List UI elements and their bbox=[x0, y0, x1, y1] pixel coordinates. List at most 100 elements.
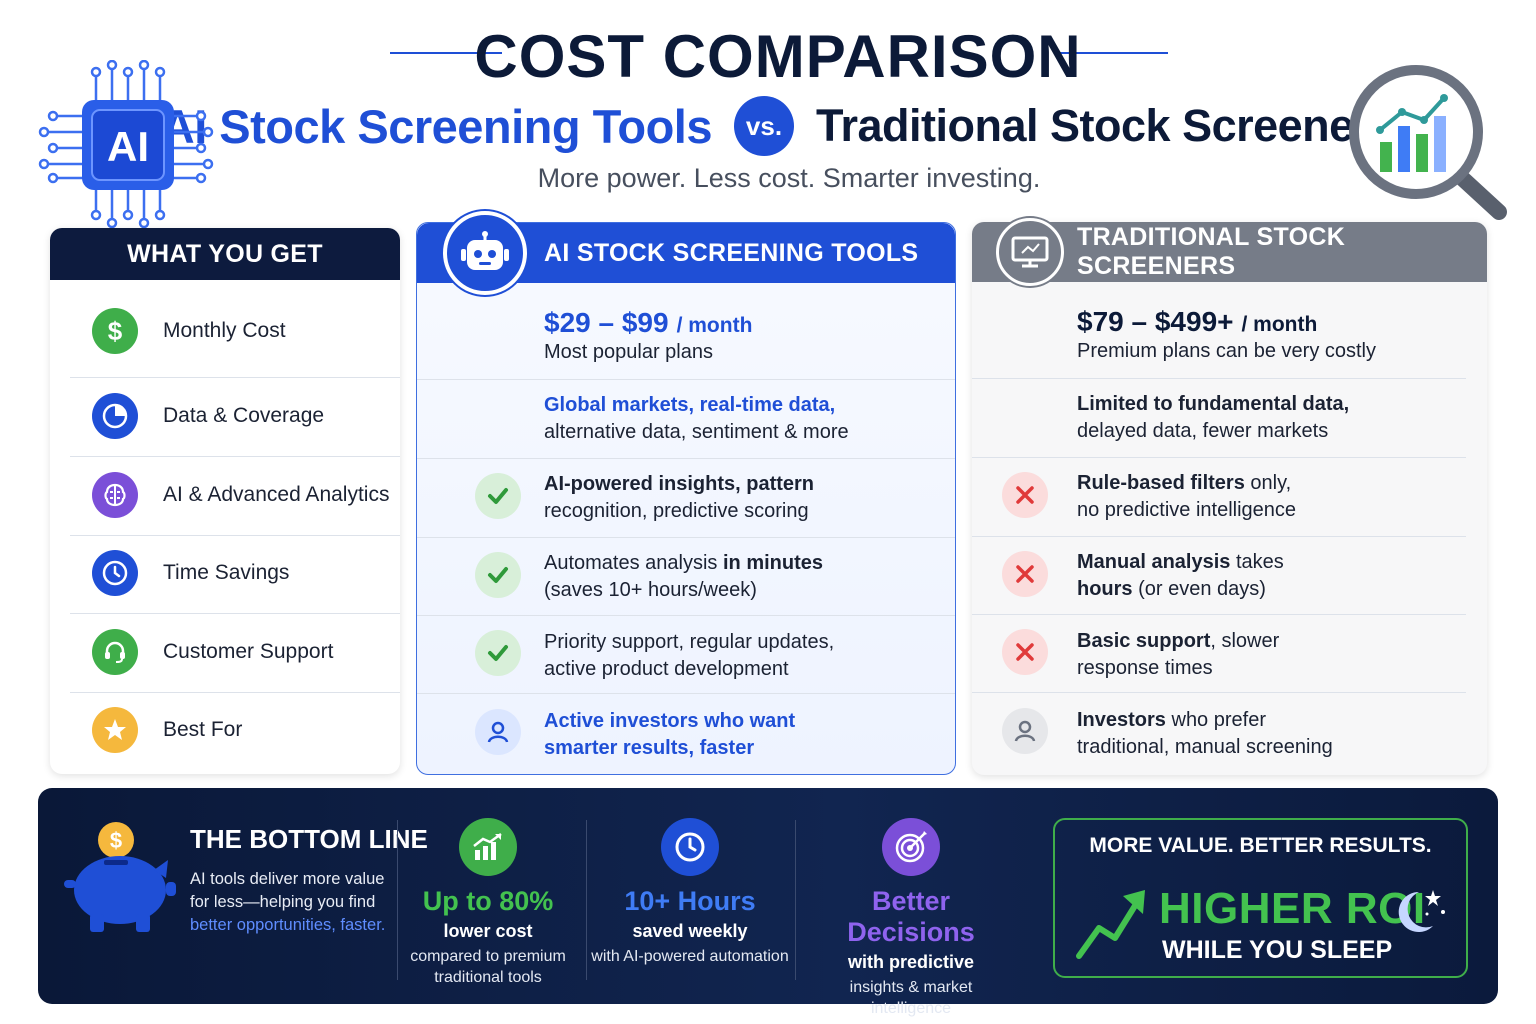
clock-icon bbox=[92, 550, 138, 596]
ai-analytics-bold: AI-powered insights, pattern bbox=[544, 473, 815, 495]
feature-row-monthly-cost: $ Monthly Cost bbox=[50, 308, 400, 354]
ai-best-2: smarter results, faster bbox=[544, 737, 755, 759]
bottom-line-highlight: better opportunities, faster. bbox=[190, 916, 386, 934]
ai-best-1: Active investors who want bbox=[544, 710, 796, 732]
x-icon bbox=[1002, 472, 1048, 518]
clock-icon bbox=[661, 818, 719, 876]
roi-box: MORE VALUE. BETTER RESULTS. HIGHER ROI W… bbox=[1053, 818, 1468, 978]
trad-data-rest: delayed data, fewer markets bbox=[1077, 420, 1329, 442]
divider bbox=[417, 458, 955, 459]
check-icon bbox=[475, 630, 521, 676]
features-heading: WHAT YOU GET bbox=[50, 228, 400, 280]
divider bbox=[795, 820, 796, 980]
divider bbox=[972, 457, 1466, 458]
trad-time-tail: takes bbox=[1230, 551, 1284, 573]
trend-arrow-icon bbox=[1075, 886, 1151, 967]
feature-row-best-for: Best For bbox=[50, 707, 400, 753]
ai-price-unit: / month bbox=[676, 314, 753, 337]
divider bbox=[586, 820, 587, 980]
roi-headline: HIGHER ROI bbox=[1159, 884, 1426, 933]
tagline: More power. Less cost. Smarter investing… bbox=[537, 163, 1041, 193]
feature-label: Monthly Cost bbox=[163, 319, 286, 342]
ai-chip-icon: AI bbox=[38, 59, 214, 229]
piggy-bank-icon: $ bbox=[62, 818, 178, 938]
title-rule-right bbox=[1056, 52, 1168, 54]
ai-tools-title: AI Stock Screening Tools bbox=[160, 99, 713, 153]
feature-label: Best For bbox=[163, 718, 243, 741]
trad-price: $79 – $499+ bbox=[1077, 306, 1234, 337]
feature-label: Time Savings bbox=[163, 561, 290, 584]
bottom-line-banner: $ THE BOTTOM LINE AI tools deliver more … bbox=[38, 788, 1498, 1017]
svg-text:$: $ bbox=[110, 828, 122, 853]
divider bbox=[972, 692, 1466, 693]
trad-analytics-cell: Rule-based filters only, no predictive i… bbox=[1077, 470, 1296, 524]
trad-support-cell: Basic support, slower response times bbox=[1077, 628, 1279, 682]
bottom-line-text: AI tools deliver more value for less—hel… bbox=[190, 868, 405, 937]
brain-icon bbox=[92, 472, 138, 518]
stat-detail: with AI-powered automation bbox=[591, 948, 789, 965]
divider bbox=[70, 456, 400, 457]
stat-sub: lower cost bbox=[443, 921, 533, 941]
trad-support-tail: , slower bbox=[1210, 630, 1280, 652]
divider bbox=[70, 613, 400, 614]
stat-head: Up to 80% bbox=[422, 886, 554, 916]
traditional-title: Traditional Stock Screeners bbox=[816, 100, 1396, 151]
ai-best-for-cell: Active investors who want smarter result… bbox=[544, 708, 795, 762]
chip-label: AI bbox=[107, 123, 149, 170]
ai-time-rest: (saves 10+ hours/week) bbox=[544, 579, 757, 601]
trad-price-unit: / month bbox=[1241, 313, 1318, 336]
divider bbox=[397, 820, 398, 980]
stat-hours-saved: 10+ Hours saved weekly with AI-powered a… bbox=[590, 818, 790, 967]
trad-time-rest: (or even days) bbox=[1132, 578, 1266, 600]
bottom-line-title: THE BOTTOM LINE bbox=[190, 824, 428, 854]
page-title: COST COMPARISON bbox=[474, 23, 1082, 90]
user-icon bbox=[475, 709, 521, 755]
roi-tagline: MORE VALUE. BETTER RESULTS. bbox=[1089, 834, 1432, 857]
trad-analytics-tail: only, bbox=[1244, 472, 1292, 494]
feature-row-data-coverage: Data & Coverage bbox=[50, 393, 400, 439]
ai-time-bold: in minutes bbox=[722, 552, 823, 574]
title-rule-left bbox=[390, 52, 502, 54]
ai-support-cell: Priority support, regular updates, activ… bbox=[544, 629, 834, 683]
check-icon bbox=[475, 473, 521, 519]
ai-analytics-rest: recognition, predictive scoring bbox=[544, 500, 809, 522]
divider bbox=[70, 692, 400, 693]
x-icon bbox=[1002, 629, 1048, 675]
monitor-icon bbox=[996, 218, 1064, 286]
trad-analytics-rest: no predictive intelligence bbox=[1077, 499, 1297, 521]
pie-chart-icon bbox=[92, 393, 138, 439]
target-icon bbox=[882, 818, 940, 876]
trad-best-tail: who prefer bbox=[1165, 709, 1266, 731]
headset-icon bbox=[92, 629, 138, 675]
ai-support-2: active product development bbox=[544, 658, 789, 680]
trad-price-block: $79 – $499+ / month Premium plans can be … bbox=[1077, 306, 1376, 365]
dollar-icon: $ bbox=[92, 308, 138, 354]
trad-best-rest: traditional, manual screening bbox=[1077, 736, 1333, 758]
roi-subline: WHILE YOU SLEEP bbox=[1162, 936, 1393, 964]
x-icon bbox=[1002, 551, 1048, 597]
trad-support-rest: response times bbox=[1077, 657, 1213, 679]
comparison-subtitle: AI Stock Screening Tools vs. Traditional… bbox=[0, 96, 1536, 156]
ai-data-cell: Global markets, real-time data, alternat… bbox=[544, 392, 849, 446]
robot-icon bbox=[443, 211, 527, 295]
feature-label: AI & Advanced Analytics bbox=[163, 483, 390, 506]
stat-sub: saved weekly bbox=[632, 921, 748, 941]
ai-price: $29 – $99 bbox=[544, 307, 669, 338]
divider bbox=[417, 537, 955, 538]
stat-detail: compared to premium traditional tools bbox=[410, 948, 566, 986]
feature-label: Data & Coverage bbox=[163, 404, 325, 427]
stat-head: 10+ Hours bbox=[624, 886, 756, 916]
check-icon bbox=[475, 552, 521, 598]
trad-support-bold: Basic support bbox=[1077, 630, 1211, 652]
trad-analytics-bold: Rule-based filters bbox=[1077, 472, 1245, 494]
divider bbox=[972, 614, 1466, 615]
traditional-panel: TRADITIONAL STOCK SCREENERS $79 – $499+ /… bbox=[972, 218, 1487, 775]
ai-data-rest: alternative data, sentiment & more bbox=[544, 421, 849, 443]
feature-row-ai-analytics: AI & Advanced Analytics bbox=[50, 472, 400, 518]
ai-analytics-cell: AI-powered insights, pattern recognition… bbox=[544, 471, 814, 525]
features-panel: WHAT YOU GET $ Monthly Cost Data & Cover… bbox=[50, 228, 400, 774]
stat-head: Better Decisions bbox=[847, 886, 975, 947]
magnifier-chart-icon bbox=[1344, 60, 1514, 226]
ai-price-block: $29 – $99 / month Most popular plans bbox=[544, 307, 752, 366]
divider bbox=[417, 379, 955, 380]
